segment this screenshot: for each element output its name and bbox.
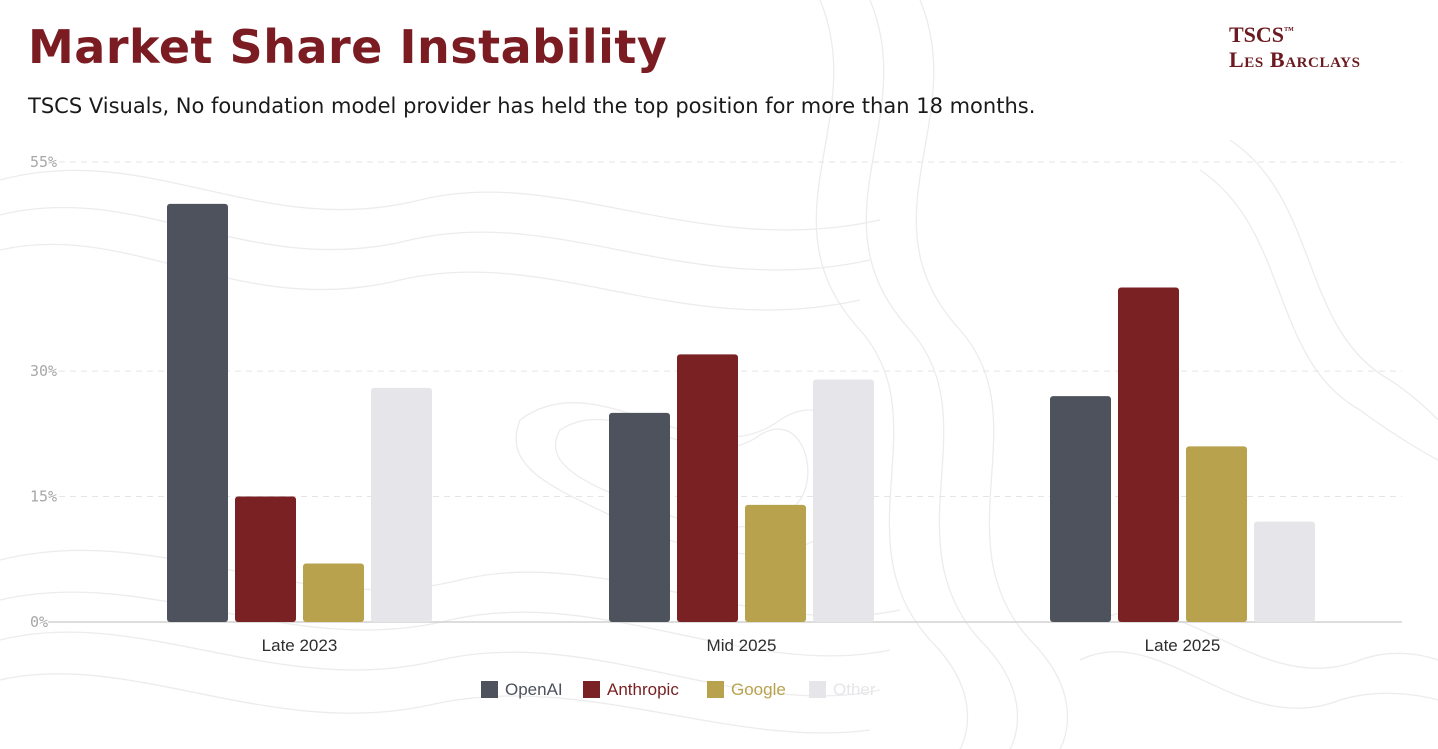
legend-label-google: Google [731,680,786,699]
brand-trademark: ™ [1284,25,1295,37]
bar-google [303,563,364,622]
bar-other [371,387,432,622]
y-tick-label: 0% [30,613,48,631]
x-category-label: Late 2025 [1145,636,1221,655]
legend-swatch-anthropic [583,681,600,698]
y-tick-label: 55% [30,153,57,171]
x-category-label: Mid 2025 [707,636,777,655]
bar-google [1186,446,1247,622]
bar-other [813,379,874,622]
bar-google [745,504,806,622]
page-subtitle: TSCS Visuals, No foundation model provid… [28,94,1036,118]
y-tick-label: 30% [30,362,57,380]
page-title: Market Share Instability [28,20,668,74]
y-tick-label: 15% [30,488,57,506]
legend-swatch-other [809,681,826,698]
bar-openai [609,412,670,622]
bar-anthropic [1118,287,1179,622]
brand-author: Les Barclays [1229,47,1361,73]
brand-logo: TSCS™ Les Barclays [1229,22,1361,73]
bar-anthropic [677,354,738,622]
legend-label-other: Other [833,680,876,699]
legend-label-openai: OpenAI [505,680,563,699]
legend-swatch-google [707,681,724,698]
bar-other [1254,521,1315,622]
bar-anthropic [235,496,296,622]
x-category-label: Late 2023 [262,636,338,655]
legend-label-anthropic: Anthropic [607,680,679,699]
bar-openai [1050,396,1111,622]
legend-swatch-openai [481,681,498,698]
bar-openai [167,203,228,622]
brand-name: TSCS [1229,22,1285,47]
